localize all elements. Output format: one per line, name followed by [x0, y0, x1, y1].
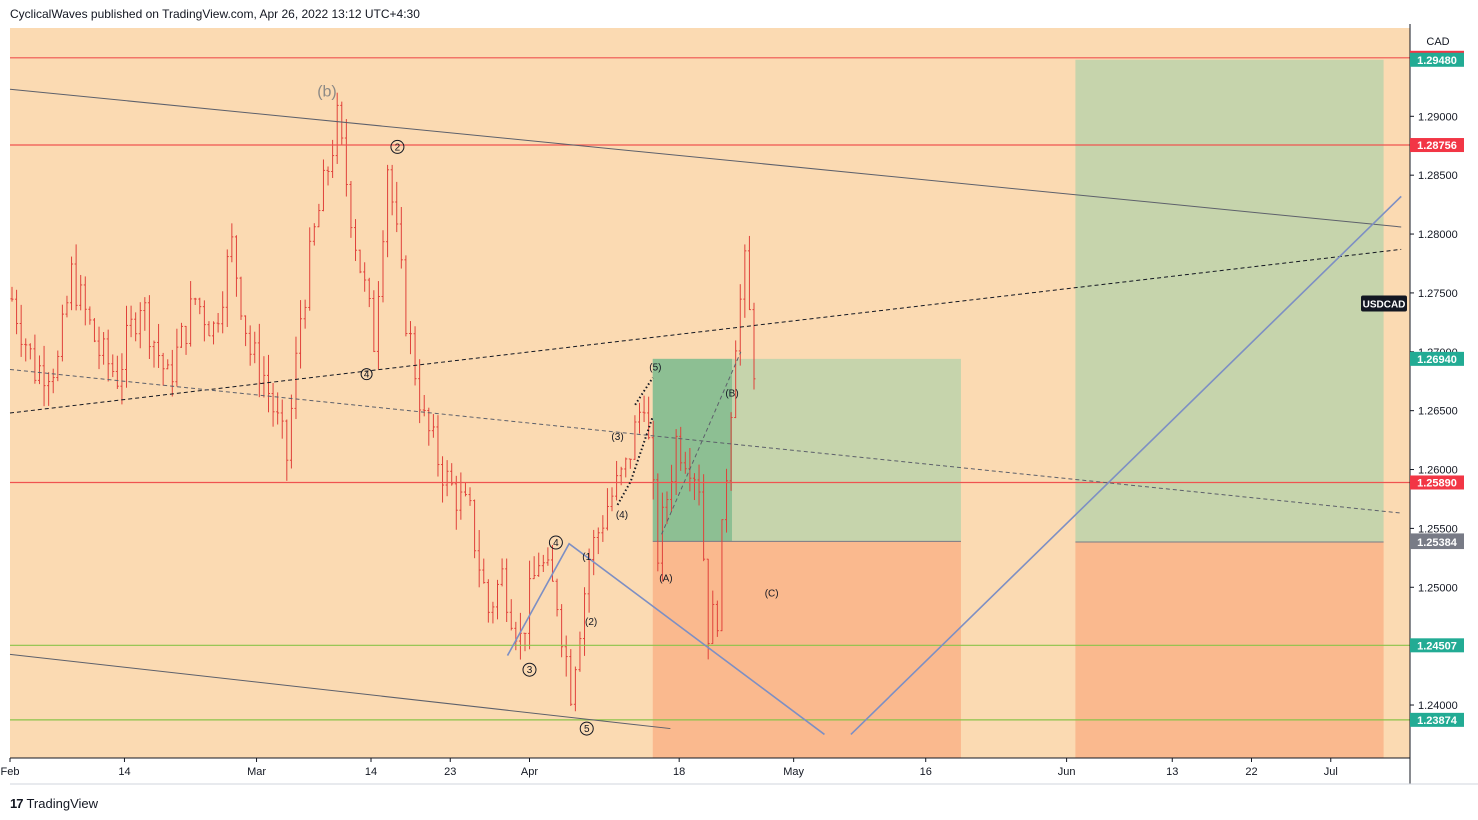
wave-label-13: (B) — [725, 389, 738, 400]
wave-label-11: (5) — [649, 363, 661, 374]
price-tick-label: 1.27500 — [1418, 288, 1458, 300]
time-tick-label: 22 — [1245, 766, 1257, 778]
wave-label-7: (1 — [582, 552, 591, 563]
time-tick-label: Feb — [1, 766, 20, 778]
price-badges: 1.294971.294801.287561.269401.258901.253… — [1361, 50, 1464, 727]
loss-zone-1 — [652, 541, 961, 758]
trend-line-6 — [850, 195, 1402, 736]
wave-circle-5 — [522, 662, 537, 677]
wave-label-1: (b) — [317, 83, 337, 100]
wave-label-14: (C) — [765, 589, 779, 600]
time-tick-label: Jun — [1058, 766, 1076, 778]
price-tick-label: 1.24000 — [1418, 700, 1458, 712]
price-badge-label-9: 1.23874 — [1417, 715, 1458, 727]
price-tick-label: 1.26500 — [1418, 406, 1458, 418]
price-tick-label: 1.25500 — [1418, 523, 1458, 535]
time-tick-label: 13 — [1166, 766, 1178, 778]
brand-label: TradingView — [26, 795, 99, 811]
price-badge-label-7: 1.25384 — [1417, 537, 1458, 549]
wave-label-12: (A) — [659, 573, 672, 584]
price-badge-label-5: 1.25890 — [1417, 477, 1457, 489]
price-badge-8 — [1410, 638, 1464, 653]
profit-zone-filled-1 — [652, 358, 733, 542]
price-tick-label: 1.28500 — [1418, 170, 1458, 182]
time-tick-label: Mar — [247, 766, 266, 778]
time-tick-label: 14 — [118, 766, 130, 778]
price-tick-label: 1.29000 — [1418, 111, 1458, 123]
wave-circle-2 — [390, 139, 405, 154]
publish-header: CyclicalWaves published on TradingView.c… — [10, 7, 420, 21]
time-tick-label: May — [783, 766, 804, 778]
trend-line-9 — [661, 351, 742, 535]
wave-label-3: 4 — [364, 370, 370, 381]
wave-label-5: 3 — [527, 665, 533, 676]
currency-label: CAD — [1426, 36, 1449, 48]
drawing-lines — [9, 57, 1410, 736]
trend-line-1 — [9, 88, 1402, 228]
wave-label-9: (3) — [611, 432, 623, 443]
time-axis[interactable]: Feb 14 Mar 14 23 Apr 18 May 16 Jun 13 22 Jul — [1, 757, 1478, 785]
wave-label-8: (2) — [585, 617, 597, 628]
wave-circle-4 — [548, 535, 563, 550]
loss-zone-2 — [1075, 542, 1384, 758]
tradingview-footer[interactable]: 17 TradingView — [10, 794, 98, 812]
trend-line-5 — [506, 542, 825, 736]
price-badge-2 — [1410, 52, 1464, 67]
time-tick-label: Apr — [521, 766, 538, 778]
time-tick-label: 23 — [444, 766, 456, 778]
wave-annotations: (b) 2 4 4 3 5 (1 (2) (3) (4) (5) (A) (B) (C) — [317, 83, 779, 736]
wave-label-4: 4 — [553, 538, 559, 549]
trend-line-7 — [616, 416, 654, 506]
wave-label-6: 5 — [584, 724, 590, 735]
trend-line-3 — [9, 248, 1402, 414]
position-zones — [652, 59, 1384, 758]
symbol-badge — [1361, 295, 1407, 312]
profit-zone-2 — [1075, 59, 1384, 543]
trend-line-2 — [9, 653, 671, 730]
price-tick-label: 1.26000 — [1418, 465, 1458, 477]
price-badge-7 — [1410, 535, 1464, 550]
time-tick-label: 14 — [365, 766, 377, 778]
wave-label-2: 2 — [395, 142, 401, 153]
price-badge-4 — [1410, 351, 1464, 366]
time-tick-label: 16 — [920, 766, 932, 778]
price-badge-5 — [1410, 475, 1464, 490]
time-tick-label: 18 — [673, 766, 685, 778]
symbol-badge-label: USDCAD — [1363, 300, 1406, 311]
price-badge-label-4: 1.26940 — [1417, 354, 1457, 366]
price-badge-label-3: 1.28756 — [1417, 140, 1457, 152]
price-badge-label-2: 1.29480 — [1417, 55, 1457, 67]
trend-line-4 — [9, 368, 1402, 514]
price-badge-3 — [1410, 138, 1464, 153]
trend-line-8 — [634, 377, 654, 406]
tradingview-logo-icon: 17 — [10, 795, 24, 811]
price-badge-9 — [1410, 712, 1464, 727]
wave-label-10: (4) — [616, 510, 628, 521]
price-tick-label: 1.25000 — [1418, 582, 1458, 594]
wave-circle-3 — [360, 368, 373, 381]
price-badge-label-8: 1.24507 — [1417, 640, 1457, 652]
wave-circle-6 — [579, 721, 594, 736]
price-tick-label: 1.28000 — [1418, 229, 1458, 241]
time-tick-label: Jul — [1324, 766, 1338, 778]
price-axis[interactable]: 1.240001.245001.250001.255001.260001.265… — [1409, 24, 1478, 784]
